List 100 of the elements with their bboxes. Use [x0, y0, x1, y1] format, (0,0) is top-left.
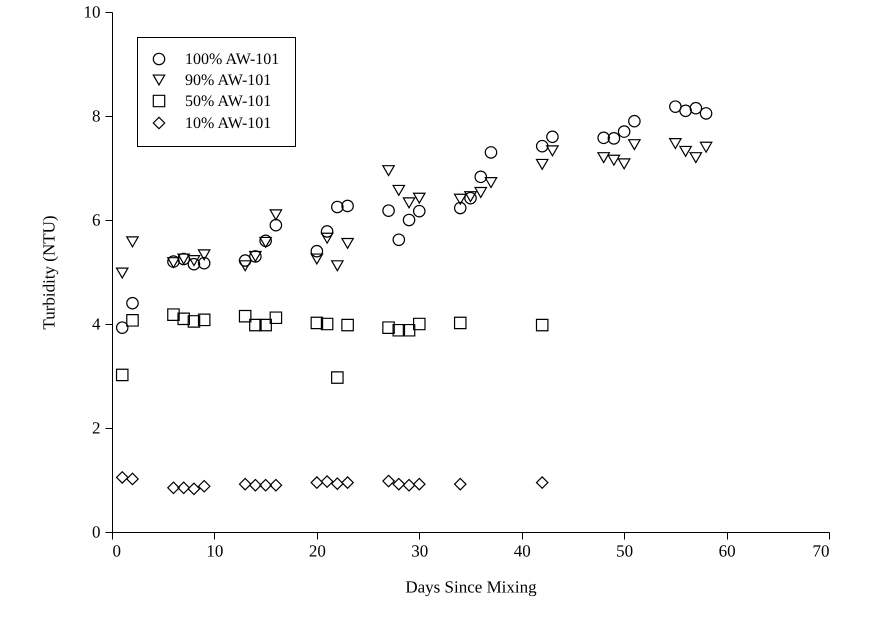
y-tick-label: 6 [92, 210, 100, 230]
point [536, 318, 548, 332]
point [198, 249, 210, 260]
point [270, 311, 282, 324]
point [238, 254, 252, 267]
point [669, 100, 682, 113]
y-tick-label: 4 [92, 314, 101, 334]
point [392, 478, 406, 490]
point [546, 145, 559, 156]
point [270, 478, 282, 492]
point [546, 130, 559, 144]
point [382, 204, 395, 217]
point [320, 232, 334, 244]
point [167, 482, 180, 494]
point [198, 480, 210, 493]
point [341, 238, 354, 249]
point [412, 192, 426, 204]
point [628, 139, 641, 150]
point [597, 132, 610, 144]
point [536, 476, 548, 489]
point [249, 478, 262, 492]
point [126, 296, 139, 310]
point [597, 152, 610, 164]
point [198, 256, 210, 270]
point [474, 186, 488, 198]
point [454, 202, 467, 214]
point [177, 482, 190, 494]
point [669, 138, 682, 150]
point [608, 154, 620, 166]
point [536, 158, 548, 170]
point [402, 214, 416, 226]
point [382, 165, 395, 176]
point [188, 482, 200, 496]
x-tick-label: 40 [514, 542, 531, 560]
point [392, 233, 406, 246]
point [270, 209, 282, 220]
point [402, 324, 416, 337]
point [320, 318, 334, 330]
point [270, 218, 282, 232]
point [382, 321, 395, 334]
point [454, 194, 467, 205]
x-tick-label: 30 [411, 542, 428, 560]
point [238, 260, 252, 272]
point [679, 146, 692, 157]
legend-label: 10% AW-101 [185, 115, 272, 132]
point [412, 318, 426, 330]
point [116, 471, 129, 484]
point [331, 371, 344, 384]
point [454, 478, 467, 490]
point [331, 200, 344, 214]
point [690, 152, 702, 164]
point [126, 314, 139, 327]
x-tick-label: 60 [718, 542, 736, 560]
point [177, 312, 190, 326]
point [320, 475, 334, 488]
point [310, 253, 324, 265]
y-tick-label: 8 [92, 106, 100, 126]
point [331, 260, 344, 272]
point [310, 244, 324, 258]
point [392, 324, 406, 337]
y-tick-label: 0 [92, 522, 100, 542]
y-tick-label: 2 [92, 418, 100, 438]
point [238, 310, 252, 322]
point [700, 142, 712, 153]
point [259, 478, 272, 492]
point [690, 102, 702, 114]
point [320, 225, 334, 238]
point [412, 204, 426, 218]
point [700, 107, 712, 120]
point [167, 308, 180, 321]
point [116, 368, 129, 382]
y-tick-label: 10 [84, 2, 100, 22]
x-axis-title: Days Since Mixing [405, 578, 538, 596]
legend-label: 90% AW-101 [185, 72, 272, 89]
point [382, 474, 395, 488]
point [341, 200, 354, 212]
point [412, 478, 426, 490]
point [341, 476, 354, 489]
point [484, 177, 498, 188]
point [454, 316, 467, 330]
point [618, 158, 630, 170]
x-tick-label: 70 [812, 542, 830, 560]
x-tick-label: 0 [112, 542, 121, 560]
y-axis-title: Turbidity (NTU) [40, 215, 58, 330]
point [474, 170, 488, 184]
point [188, 258, 200, 270]
point [188, 255, 200, 266]
point [331, 477, 344, 490]
point [188, 315, 200, 328]
point [259, 318, 272, 332]
point [679, 104, 692, 118]
x-tick-label: 20 [308, 542, 326, 560]
x-tick-label: 50 [616, 542, 634, 560]
point [402, 478, 416, 492]
point [392, 184, 406, 196]
point [341, 318, 354, 332]
point [198, 314, 210, 326]
x-tick-label: 10 [206, 542, 224, 560]
point [126, 472, 139, 486]
point [116, 321, 129, 334]
